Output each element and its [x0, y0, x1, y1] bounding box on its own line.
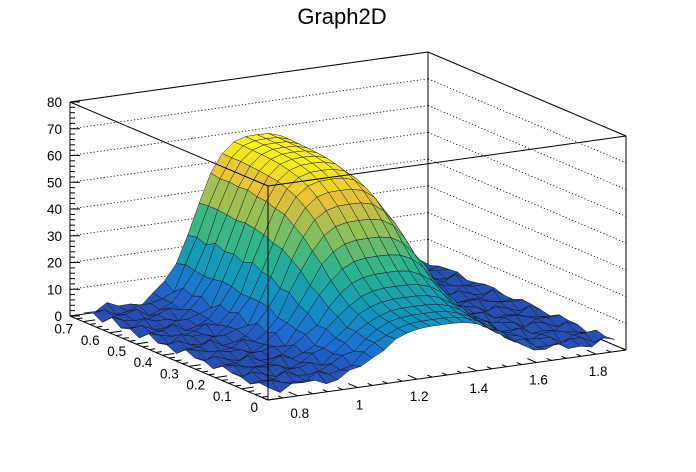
chart-title: Graph2D — [297, 4, 386, 29]
axis-ticks: 0.811.21.41.61.800.10.20.30.40.50.60.701… — [47, 95, 627, 421]
z-tick-label: 40 — [47, 202, 62, 217]
x-tick-label: 1 — [356, 398, 364, 413]
x-tick — [427, 374, 433, 378]
x-tick — [576, 353, 582, 357]
y-tick — [201, 370, 209, 373]
gridline — [69, 51, 429, 103]
x-tick — [606, 349, 612, 353]
x-tick — [397, 378, 403, 382]
x-tick — [442, 372, 448, 376]
gridline — [427, 131, 627, 217]
y-tick — [228, 381, 235, 384]
y-tick — [248, 390, 255, 393]
x-tick — [407, 374, 418, 380]
y-tick — [135, 341, 148, 345]
y-tick — [89, 323, 96, 325]
x-tick — [527, 358, 537, 363]
y-tick — [155, 351, 162, 353]
y-tick — [267, 397, 280, 401]
y-tick-label: 0.1 — [213, 389, 232, 404]
top-right-edge — [427, 51, 627, 137]
x-tick — [516, 362, 522, 366]
x-tick — [288, 391, 298, 397]
z-tick-label: 60 — [47, 149, 62, 164]
gridline — [427, 185, 627, 271]
y-tick-label: 0.2 — [186, 378, 205, 393]
z-tick-label: 0 — [54, 309, 62, 324]
gridline — [427, 105, 627, 190]
z-tick-label: 50 — [47, 175, 62, 190]
y-tick-label: 0 — [250, 400, 258, 415]
y-tick — [102, 328, 110, 331]
y-tick — [241, 386, 254, 390]
x-tick — [348, 383, 358, 388]
y-tick — [162, 353, 175, 356]
x-tick — [337, 387, 343, 391]
y-tick — [175, 359, 182, 362]
x-tick — [561, 355, 567, 359]
y-tick — [168, 356, 176, 359]
top-front-edge — [267, 135, 627, 187]
y-tick-label: 0.7 — [54, 322, 73, 337]
x-tick — [586, 349, 597, 355]
x-tick — [322, 389, 328, 393]
x-tick — [501, 364, 507, 368]
x-tick-label: 1.6 — [529, 373, 548, 388]
x-tick — [382, 380, 388, 384]
y-tick — [195, 367, 202, 370]
y-tick — [122, 337, 129, 339]
x-tick — [307, 391, 314, 395]
y-tick — [188, 364, 201, 367]
z-tick-label: 20 — [47, 256, 62, 271]
gridline — [69, 105, 429, 156]
x-tick — [486, 366, 493, 370]
y-tick — [116, 334, 123, 337]
y-tick — [149, 348, 156, 351]
y-tick-label: 0.4 — [134, 355, 153, 370]
z-tick-label: 10 — [47, 282, 62, 297]
z-tick-label: 80 — [47, 95, 62, 110]
surface-cell — [258, 380, 281, 394]
x-tick-label: 1.4 — [469, 381, 488, 396]
y-tick — [261, 395, 268, 398]
x-tick-label: 0.8 — [290, 406, 309, 421]
gridline — [427, 158, 627, 244]
z-tick-label: 70 — [47, 122, 62, 137]
x-tick — [467, 366, 477, 372]
y-tick — [96, 325, 103, 328]
y-tick — [109, 330, 122, 334]
gridline — [69, 78, 429, 130]
y-tick-label: 0.5 — [107, 344, 126, 359]
y-tick — [76, 317, 83, 320]
x-tick-label: 1.8 — [589, 364, 608, 379]
y-tick — [221, 379, 228, 381]
y-tick-label: 0.3 — [160, 366, 179, 381]
z-tick-label: 30 — [47, 229, 62, 244]
x-tick-label: 1.2 — [410, 389, 429, 404]
x-tick — [621, 347, 627, 351]
y-tick — [129, 339, 136, 342]
x-tick — [278, 395, 284, 399]
y-tick — [234, 384, 242, 387]
y-tick — [142, 345, 149, 348]
y-tick-label: 0.6 — [81, 333, 100, 348]
x-tick — [263, 397, 269, 401]
y-tick — [215, 375, 228, 379]
x-tick — [457, 370, 463, 374]
y-tick — [208, 373, 215, 376]
x-tick — [546, 357, 552, 361]
y-tick — [182, 362, 189, 365]
top-left-edge — [69, 101, 269, 187]
surface-plot — [83, 133, 615, 394]
y-tick — [83, 319, 96, 323]
y-tick — [254, 393, 261, 395]
x-tick — [367, 382, 373, 386]
